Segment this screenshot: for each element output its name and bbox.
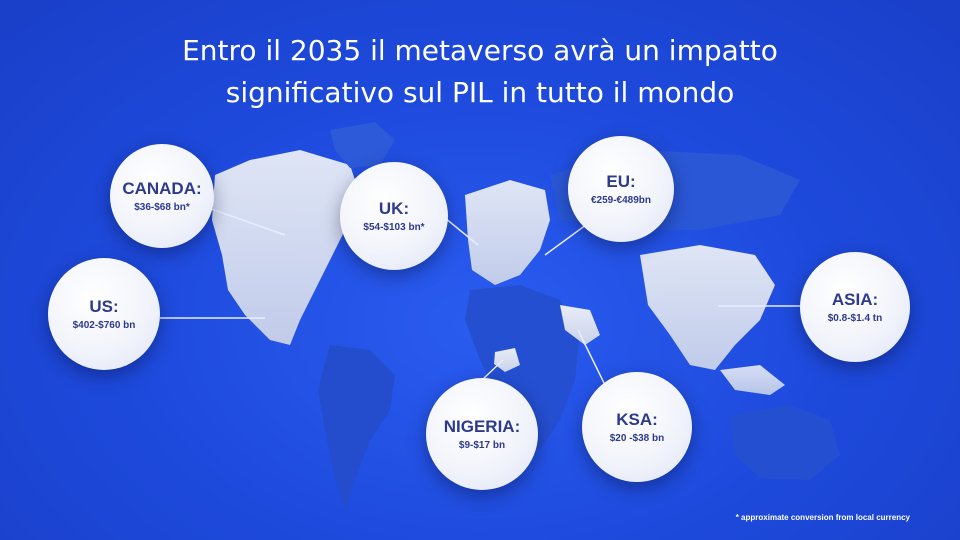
title-line-1: Entro il 2035 il metaverso avrà un impat… [182, 34, 778, 67]
bubble-us: US: $402-$760 bn [48, 258, 160, 370]
bubble-uk: UK: $54-$103 bn* [340, 162, 448, 270]
nigeria-label: NIGERIA: [443, 416, 521, 436]
nigeria-shape [494, 348, 520, 372]
title-line-2: significativo sul PIL in tutto il mondo [225, 76, 735, 109]
asia-label: ASIA: [831, 289, 879, 309]
greenland-shape [330, 122, 395, 168]
ksa-value: $20 -$38 bn [609, 432, 665, 444]
asia-value: $0.8-$1.4 tn [827, 312, 883, 324]
se-asia-shape [720, 365, 785, 395]
australia-shape [730, 405, 840, 480]
connector-uk [444, 217, 479, 246]
bubble-eu: EU: €259-€489bn [568, 136, 674, 242]
canada-label: CANADA: [122, 178, 202, 198]
bubble-ksa: KSA: $20 -$38 bn [582, 372, 692, 482]
page-title: Entro il 2035 il metaverso avrà un impat… [0, 30, 960, 114]
ksa-label: KSA: [616, 409, 658, 429]
uk-label: UK: [378, 198, 410, 218]
connector-eu [544, 221, 591, 256]
connector-ksa [577, 329, 606, 386]
connector-canada [199, 204, 286, 236]
eu-label: EU: [606, 171, 636, 191]
europe-shape [465, 180, 550, 285]
africa-shape [465, 285, 580, 450]
ksa-shape [560, 305, 600, 345]
canada-value: $36-$68 bn* [134, 201, 190, 213]
north-america-shape [212, 150, 360, 345]
asia-shape [640, 245, 775, 370]
footnote: * approximate conversion from local curr… [735, 513, 910, 522]
bubble-nigeria: NIGERIA: $9-$17 bn [426, 378, 538, 490]
us-value: $402-$760 bn [72, 319, 136, 331]
connector-nigeria [481, 359, 504, 381]
south-america-shape [318, 345, 395, 510]
bubble-asia: ASIA: $0.8-$1.4 tn [800, 252, 910, 362]
us-label: US: [89, 296, 119, 316]
uk-value: $54-$103 bn* [363, 221, 425, 233]
eu-value: €259-€489bn [590, 194, 652, 206]
bubble-canada: CANADA: $36-$68 bn* [110, 144, 214, 248]
nigeria-value: $9-$17 bn [458, 439, 506, 451]
